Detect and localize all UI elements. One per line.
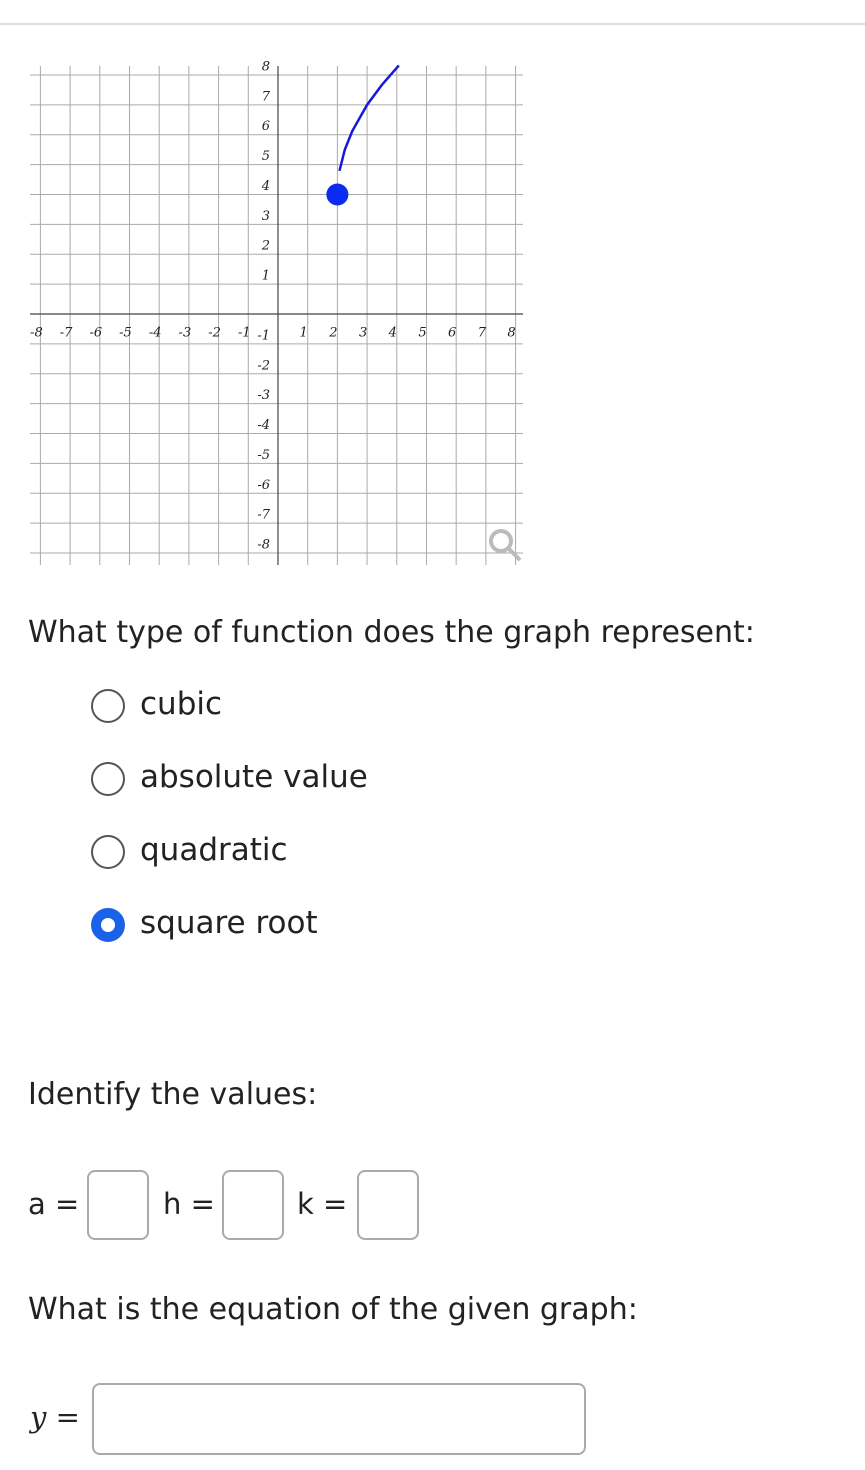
- separator: [0, 23, 865, 25]
- x-tick-label: 7: [478, 326, 487, 341]
- x-tick-label: 6: [448, 326, 456, 341]
- x-tick-label: -6: [89, 326, 102, 341]
- input-box[interactable]: [92, 1383, 586, 1455]
- y-tick-label: -5: [257, 448, 270, 463]
- x-tick-label: 2: [328, 326, 337, 341]
- radio-button[interactable]: [91, 835, 125, 869]
- field-label: k =: [297, 1187, 348, 1221]
- y-tick-label: 5: [262, 149, 270, 164]
- y-tick-label: -7: [257, 508, 270, 523]
- x-tick-label: -1: [238, 326, 251, 341]
- radio-button[interactable]: [91, 762, 125, 796]
- question-prompt: What is the equation of the given graph:: [28, 1292, 638, 1327]
- x-tick-label: 1: [300, 326, 308, 341]
- y-tick-label: 4: [261, 179, 270, 194]
- x-tick-label: 3: [359, 326, 367, 341]
- field-label: y =: [30, 1400, 80, 1434]
- y-tick-label: 1: [262, 269, 270, 284]
- y-tick-label: -1: [257, 328, 270, 343]
- y-tick-label: -8: [257, 538, 270, 553]
- x-tick-label: -2: [208, 326, 221, 341]
- radio-button[interactable]: [91, 908, 125, 942]
- option-label[interactable]: cubic: [140, 686, 223, 722]
- input-box[interactable]: [87, 1170, 149, 1240]
- radio-button[interactable]: [91, 689, 125, 723]
- graph: -8 -7 -6 -5 -4 -3 -2 -1 1 2 3 4 5 6 7 8 -8 -7 -6 -5 -4 -3 -2 -1…: [30, 59, 523, 565]
- input-box[interactable]: [222, 1170, 284, 1240]
- x-tick-label: 8: [507, 326, 515, 341]
- x-tick-label: -3: [179, 326, 192, 341]
- y-tick-label: -2: [257, 358, 270, 373]
- x-tick-label: 4: [388, 326, 397, 341]
- x-tick-label: -4: [149, 326, 162, 341]
- question-prompt: What type of function does the graph rep…: [28, 615, 755, 650]
- field-label: h =: [163, 1187, 215, 1221]
- zoom-icon[interactable]: [489, 529, 522, 562]
- option-label[interactable]: quadratic: [140, 832, 288, 868]
- y-tick-label: 3: [262, 209, 270, 224]
- y-tick-label: 2: [261, 239, 270, 254]
- field-label: a =: [28, 1187, 80, 1221]
- x-tick-label: -7: [60, 326, 73, 341]
- y-tick-label: -3: [257, 388, 270, 403]
- y-tick-label: 8: [262, 59, 270, 74]
- y-tick-label: 6: [262, 119, 270, 134]
- x-tick-label: -5: [119, 326, 132, 341]
- curve: [338, 64, 400, 172]
- question-prompt: Identify the values:: [28, 1077, 318, 1112]
- x-tick-label: 5: [418, 326, 426, 341]
- option-label[interactable]: absolute value: [140, 759, 368, 795]
- input-box[interactable]: [357, 1170, 419, 1240]
- endpoint: [326, 183, 349, 206]
- option-label[interactable]: square root: [140, 905, 318, 941]
- y-tick-label: -4: [257, 418, 270, 433]
- y-tick-label: -6: [257, 478, 270, 493]
- x-tick-label: -8: [30, 326, 43, 341]
- y-tick-label: 7: [262, 89, 271, 104]
